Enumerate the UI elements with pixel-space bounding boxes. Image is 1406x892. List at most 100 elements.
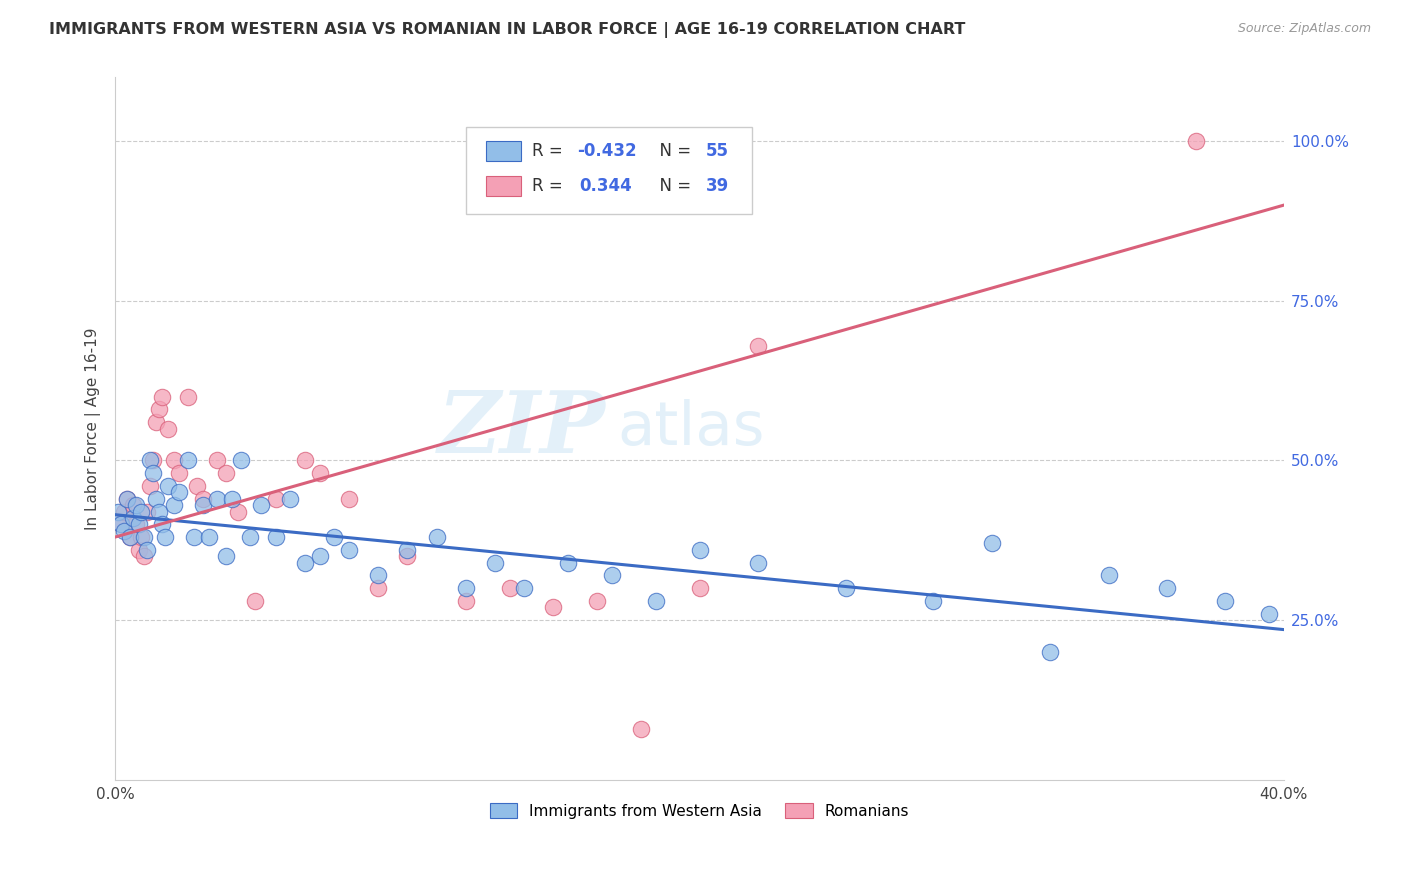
Point <box>600 568 623 582</box>
Point <box>454 594 477 608</box>
Point <box>124 498 146 512</box>
Text: 39: 39 <box>706 178 728 195</box>
Point <box>156 421 179 435</box>
Point <box>131 530 153 544</box>
Point <box>134 530 156 544</box>
Y-axis label: In Labor Force | Age 16-19: In Labor Force | Age 16-19 <box>86 327 101 530</box>
Point <box>644 594 666 608</box>
Point <box>323 530 346 544</box>
Point <box>118 530 141 544</box>
Point <box>134 549 156 564</box>
Text: -0.432: -0.432 <box>576 142 637 161</box>
Point <box>145 491 167 506</box>
Point <box>1097 568 1119 582</box>
Point <box>156 479 179 493</box>
Point <box>110 517 132 532</box>
Point <box>136 542 159 557</box>
Point <box>115 491 138 506</box>
Point <box>136 504 159 518</box>
Text: 0.344: 0.344 <box>579 178 631 195</box>
Point <box>221 491 243 506</box>
Text: Source: ZipAtlas.com: Source: ZipAtlas.com <box>1237 22 1371 36</box>
Point <box>280 491 302 506</box>
Point <box>396 542 419 557</box>
Point <box>264 530 287 544</box>
Point <box>689 581 711 595</box>
Point <box>183 530 205 544</box>
Point <box>128 517 150 532</box>
Point <box>747 556 769 570</box>
Point <box>110 517 132 532</box>
Point <box>162 453 184 467</box>
Point <box>484 556 506 570</box>
Point <box>148 402 170 417</box>
Point <box>239 530 262 544</box>
Text: IMMIGRANTS FROM WESTERN ASIA VS ROMANIAN IN LABOR FORCE | AGE 16-19 CORRELATION : IMMIGRANTS FROM WESTERN ASIA VS ROMANIAN… <box>49 22 966 38</box>
Point <box>169 467 191 481</box>
Point <box>426 530 449 544</box>
Text: N =: N = <box>650 142 696 161</box>
Point <box>177 453 200 467</box>
Point <box>142 467 165 481</box>
Point <box>148 504 170 518</box>
Point <box>229 453 252 467</box>
Point <box>150 517 173 532</box>
Legend: Immigrants from Western Asia, Romanians: Immigrants from Western Asia, Romanians <box>484 797 915 824</box>
Point <box>115 491 138 506</box>
Point <box>153 530 176 544</box>
Text: R =: R = <box>533 142 568 161</box>
Text: R =: R = <box>533 178 568 195</box>
Point <box>177 390 200 404</box>
Text: N =: N = <box>650 178 696 195</box>
FancyBboxPatch shape <box>485 177 520 196</box>
FancyBboxPatch shape <box>465 127 752 214</box>
Point <box>191 491 214 506</box>
Point <box>980 536 1002 550</box>
Point <box>162 498 184 512</box>
Point <box>112 524 135 538</box>
Point <box>1039 645 1062 659</box>
Point <box>396 549 419 564</box>
Point <box>498 581 520 595</box>
Point <box>121 498 143 512</box>
Point <box>922 594 945 608</box>
Point <box>118 530 141 544</box>
Point <box>834 581 856 595</box>
Point <box>150 390 173 404</box>
Point <box>215 549 238 564</box>
Point <box>107 504 129 518</box>
Point <box>1215 594 1237 608</box>
Point <box>367 581 389 595</box>
Point <box>145 415 167 429</box>
Point <box>250 498 273 512</box>
Point <box>264 491 287 506</box>
Point <box>207 453 229 467</box>
Point <box>367 568 389 582</box>
Text: 55: 55 <box>706 142 728 161</box>
Point <box>294 556 316 570</box>
Point <box>337 491 360 506</box>
Point <box>169 485 191 500</box>
Point <box>142 453 165 467</box>
Point <box>186 479 208 493</box>
Point <box>121 511 143 525</box>
Point <box>207 491 229 506</box>
Point <box>226 504 249 518</box>
Point <box>139 479 162 493</box>
Point <box>454 581 477 595</box>
Point <box>124 517 146 532</box>
Point <box>1156 581 1178 595</box>
Point <box>689 542 711 557</box>
Point <box>294 453 316 467</box>
Point <box>245 594 267 608</box>
Text: ZIP: ZIP <box>439 387 606 470</box>
Point <box>630 722 652 736</box>
Point <box>197 530 219 544</box>
Text: atlas: atlas <box>617 399 765 458</box>
Point <box>308 549 330 564</box>
Point <box>128 542 150 557</box>
Point <box>1258 607 1281 621</box>
Point <box>337 542 360 557</box>
Point <box>543 600 565 615</box>
Point <box>112 504 135 518</box>
